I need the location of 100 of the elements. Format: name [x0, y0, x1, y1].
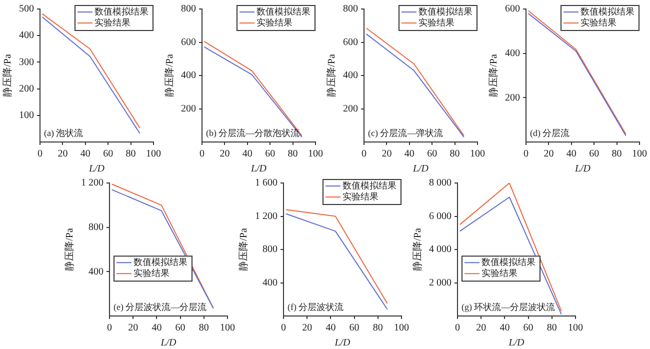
x-tick-label: 40 [152, 322, 162, 334]
y-tick-label: 800 [88, 222, 104, 233]
x-axis-title: L/D [160, 338, 178, 349]
x-axis-title: L/D [412, 164, 430, 175]
x-tick-label: 100 [568, 322, 583, 334]
y-tick-label: 400 [505, 48, 520, 59]
annotation: (c) 分层流—弹状流 [368, 128, 444, 138]
x-tick-label: 60 [265, 148, 276, 160]
x-tick-label: 0 [455, 322, 460, 334]
legend-label: 实验结果 [482, 268, 518, 278]
y-axis-title: 静压降/Pa [64, 228, 76, 271]
annotation: (a) 泡状流 [44, 128, 84, 138]
x-tick-label: 40 [566, 148, 576, 160]
x-tick-label: 80 [126, 148, 136, 160]
y-tick-label: 200 [505, 92, 520, 104]
y-tick-label: 1 200 [255, 210, 278, 222]
x-tick-label: 60 [175, 322, 186, 334]
y-tick-label: 4 000 [429, 244, 452, 256]
x-axis-title: L/D [250, 164, 268, 175]
legend-label: 实验结果 [580, 17, 616, 28]
legend-label: 数值模拟结果 [342, 180, 396, 190]
x-tick-label: 20 [382, 148, 392, 160]
legend-label: 实验结果 [94, 17, 130, 28]
y-axis-title: 静压降/Pa [164, 54, 176, 97]
x-tick-label: 0 [200, 148, 204, 160]
x-tick-label: 60 [103, 148, 114, 160]
x-tick-label: 100 [394, 322, 409, 334]
y-tick-label: 600 [181, 36, 196, 48]
x-tick-label: 60 [589, 148, 600, 160]
y-tick-label: 100 [19, 110, 34, 122]
x-tick-label: 100 [308, 148, 323, 160]
x-tick-label: 20 [476, 322, 486, 334]
x-tick-label: 40 [500, 322, 510, 334]
y-axis-title: 静压降/Pa [326, 54, 338, 97]
y-axis-title: 静压降/Pa [412, 228, 424, 271]
x-tick-label: 0 [38, 148, 42, 160]
x-tick-label: 80 [450, 148, 460, 160]
x-tick-label: 100 [632, 148, 647, 160]
y-tick-label: 400 [88, 266, 104, 278]
y-axis-title: 静压降/Pa [238, 228, 250, 271]
y-tick-label: 2 000 [429, 277, 452, 288]
y-tick-label: 8 000 [429, 178, 452, 189]
x-tick-label: 20 [58, 148, 68, 160]
y-tick-label: 6 000 [429, 210, 452, 222]
x-tick-label: 60 [523, 322, 534, 334]
x-tick-label: 80 [612, 148, 622, 160]
y-tick-label: 300 [19, 56, 34, 68]
annotation: (f) 分层波状流 [288, 302, 344, 312]
x-tick-label: 100 [470, 148, 485, 160]
y-tick-label: 400 [262, 277, 278, 288]
x-axis-title: L/D [334, 338, 352, 349]
x-tick-label: 60 [427, 148, 438, 160]
x-tick-label: 80 [546, 322, 557, 334]
y-tick-label: 200 [343, 103, 358, 114]
y-tick-label: 800 [343, 4, 358, 15]
y-tick-label: 200 [181, 103, 196, 114]
annotation: (d) 分层流 [530, 128, 570, 138]
y-tick-label: 1 200 [81, 178, 104, 189]
y-tick-label: 1 600 [255, 178, 278, 189]
annotation: (b) 分层流—分散泡状流 [206, 128, 300, 138]
x-tick-label: 40 [326, 322, 336, 334]
y-tick-label: 400 [343, 70, 358, 82]
x-tick-label: 40 [242, 148, 252, 160]
x-tick-label: 0 [281, 322, 286, 334]
y-tick-label: 500 [19, 4, 34, 15]
x-tick-label: 0 [107, 322, 112, 334]
legend-label: 数值模拟结果 [134, 256, 188, 267]
y-axis-title: 静压降/Pa [2, 54, 14, 97]
x-tick-label: 0 [362, 148, 366, 160]
x-tick-label: 20 [128, 322, 138, 334]
x-tick-label: 80 [198, 322, 209, 334]
legend-label: 数值模拟结果 [482, 256, 536, 267]
y-tick-label: 200 [19, 83, 34, 94]
x-axis-title: L/D [88, 164, 106, 175]
y-tick-label: 600 [343, 36, 358, 48]
y-tick-label: 400 [19, 30, 34, 42]
y-axis-title: 静压降/Pa [488, 54, 500, 97]
x-tick-label: 20 [544, 148, 554, 160]
x-tick-label: 100 [220, 322, 235, 334]
x-tick-label: 100 [146, 148, 161, 160]
y-tick-label: 800 [262, 244, 278, 256]
x-tick-label: 80 [372, 322, 383, 334]
y-tick-label: 400 [181, 70, 196, 82]
legend-label: 实验结果 [134, 268, 170, 278]
x-tick-label: 60 [349, 322, 360, 334]
x-tick-label: 80 [288, 148, 298, 160]
x-tick-label: 20 [302, 322, 312, 334]
x-tick-label: 0 [524, 148, 528, 160]
legend-label: 数值模拟结果 [418, 6, 472, 16]
y-tick-label: 800 [181, 4, 196, 15]
legend-label: 数值模拟结果 [94, 6, 148, 16]
legend-label: 实验结果 [418, 17, 454, 28]
annotation: (g) 环状流—分层波状流 [462, 302, 556, 312]
x-tick-label: 20 [220, 148, 230, 160]
x-axis-title: L/D [574, 164, 592, 175]
x-tick-label: 40 [80, 148, 90, 160]
legend-label: 实验结果 [256, 17, 292, 28]
annotation: (e) 分层波状流—分层流 [114, 302, 207, 312]
x-tick-label: 40 [404, 148, 414, 160]
legend-label: 实验结果 [342, 191, 378, 202]
